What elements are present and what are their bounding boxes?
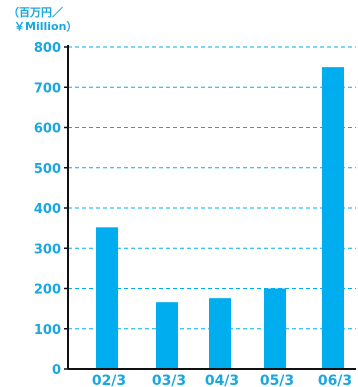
y-tick-label: 0 bbox=[52, 363, 61, 378]
y-tick-label: 800 bbox=[34, 41, 61, 56]
x-tick-label: 06/3 bbox=[318, 373, 352, 387]
bar-02-3 bbox=[96, 227, 118, 369]
y-axis-unit-label: （百万円／ ￥Million） bbox=[8, 6, 77, 34]
unit-label-line2: ￥Million） bbox=[14, 20, 78, 33]
y-tick-label: 300 bbox=[34, 242, 61, 257]
unit-label-line1: （百万円／ bbox=[8, 6, 63, 19]
bar-04-3 bbox=[209, 298, 231, 369]
bar-06-3 bbox=[322, 67, 344, 369]
y-tick-label: 600 bbox=[34, 122, 61, 137]
y-tick-label: 200 bbox=[34, 283, 61, 298]
y-tick-label: 500 bbox=[34, 162, 61, 177]
bar-05-3 bbox=[264, 288, 286, 369]
x-tick-label: 04/3 bbox=[205, 373, 239, 387]
x-tick-label: 05/3 bbox=[260, 373, 294, 387]
x-tick-label: 02/3 bbox=[92, 373, 126, 387]
y-tick-label: 700 bbox=[34, 81, 61, 96]
x-tick-label: 03/3 bbox=[152, 373, 186, 387]
y-tick-label: 400 bbox=[34, 202, 61, 217]
y-tick-label: 100 bbox=[34, 323, 61, 338]
bar-03-3 bbox=[156, 302, 178, 369]
